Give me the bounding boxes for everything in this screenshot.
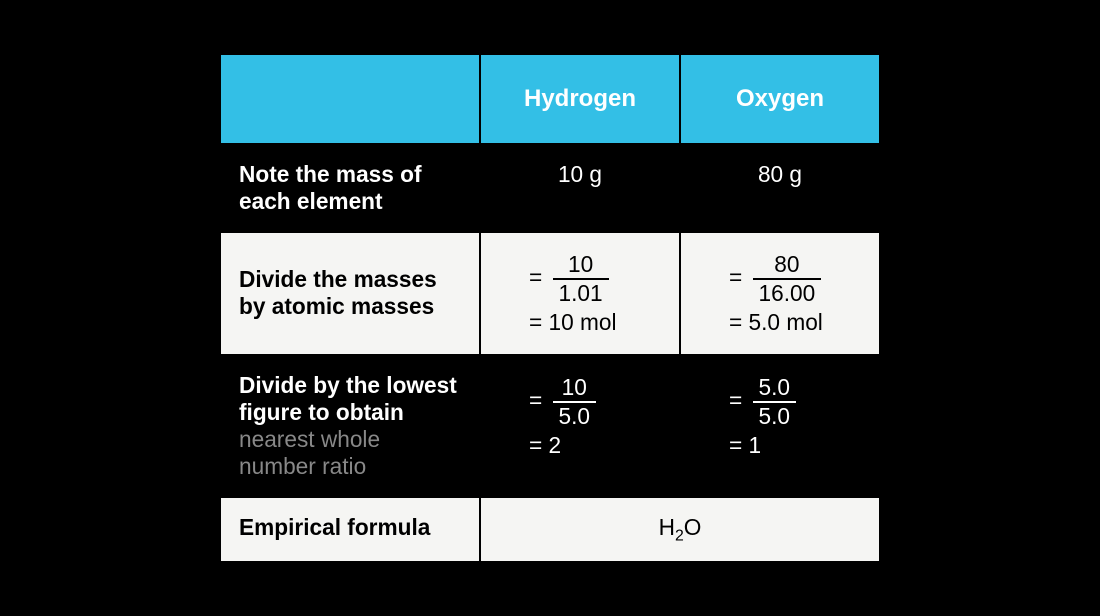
header-hydrogen: Hydrogen xyxy=(480,54,680,144)
divide-lowest-label-faded: nearest whole number ratio xyxy=(239,426,380,479)
empirical-base2: O xyxy=(684,514,702,540)
divide-atomic-oxygen: = 80 16.00 = 5.0 mol xyxy=(680,232,880,355)
hydrogen-lowest-fraction: = 10 5.0 xyxy=(529,374,661,430)
row-empirical: Empirical formula H2O xyxy=(220,497,880,563)
hydrogen-lowest-num: 10 xyxy=(553,374,597,401)
empirical-sub: 2 xyxy=(675,527,684,544)
empirical-label: Empirical formula xyxy=(220,497,480,563)
divide-lowest-hydrogen: = 10 5.0 = 2 xyxy=(480,355,680,497)
divide-atomic-label-text: Divide the masses by atomic masses xyxy=(239,266,437,319)
row-mass: Note the mass of each element 10 g 80 g xyxy=(220,144,880,232)
mass-label-text: Note the mass of each element xyxy=(239,161,422,214)
oxygen-lowest-result: 1 xyxy=(749,432,762,458)
empirical-label-text: Empirical formula xyxy=(239,514,430,540)
oxygen-lowest-num: 5.0 xyxy=(753,374,797,401)
oxygen-atomic-num: 80 xyxy=(753,251,822,278)
row-divide-lowest: Divide by the lowest figure to obtain ne… xyxy=(220,355,880,497)
mass-oxygen-value: 80 g xyxy=(758,161,802,187)
oxygen-lowest-result-line: = 1 xyxy=(729,432,861,459)
header-blank xyxy=(220,54,480,144)
oxygen-lowest-den: 5.0 xyxy=(753,401,797,430)
hydrogen-atomic-fraction: = 10 1.01 xyxy=(529,251,661,307)
oxygen-atomic-result: 5.0 mol xyxy=(749,309,823,335)
empirical-formula-table: Hydrogen Oxygen Note the mass of each el… xyxy=(219,53,881,564)
oxygen-atomic-den: 16.00 xyxy=(753,278,822,307)
hydrogen-lowest-den: 5.0 xyxy=(553,401,597,430)
mass-label: Note the mass of each element xyxy=(220,144,480,232)
header-oxygen: Oxygen xyxy=(680,54,880,144)
oxygen-atomic-fraction: = 80 16.00 xyxy=(729,251,861,307)
hydrogen-atomic-result-line: = 10 mol xyxy=(529,309,661,336)
hydrogen-atomic-num: 10 xyxy=(553,251,609,278)
hydrogen-atomic-result: 10 mol xyxy=(549,309,617,335)
hydrogen-atomic-den: 1.01 xyxy=(553,278,609,307)
divide-atomic-label: Divide the masses by atomic masses xyxy=(220,232,480,355)
mass-hydrogen-value: 10 g xyxy=(558,161,602,187)
oxygen-lowest-fraction: = 5.0 5.0 xyxy=(729,374,861,430)
divide-atomic-hydrogen: = 10 1.01 = 10 mol xyxy=(480,232,680,355)
empirical-formula: H2O xyxy=(659,514,702,540)
empirical-base1: H xyxy=(659,514,675,540)
hydrogen-lowest-result-line: = 2 xyxy=(529,432,661,459)
row-divide-atomic: Divide the masses by atomic masses = 10 … xyxy=(220,232,880,355)
divide-lowest-oxygen: = 5.0 5.0 = 1 xyxy=(680,355,880,497)
mass-hydrogen: 10 g xyxy=(480,144,680,232)
mass-oxygen: 80 g xyxy=(680,144,880,232)
header-row: Hydrogen Oxygen xyxy=(220,54,880,144)
divide-lowest-label: Divide by the lowest figure to obtain ne… xyxy=(220,355,480,497)
oxygen-atomic-result-line: = 5.0 mol xyxy=(729,309,861,336)
empirical-formula-cell: H2O xyxy=(480,497,880,563)
hydrogen-lowest-result: 2 xyxy=(549,432,562,458)
divide-lowest-label-main: Divide by the lowest figure to obtain xyxy=(239,372,457,425)
